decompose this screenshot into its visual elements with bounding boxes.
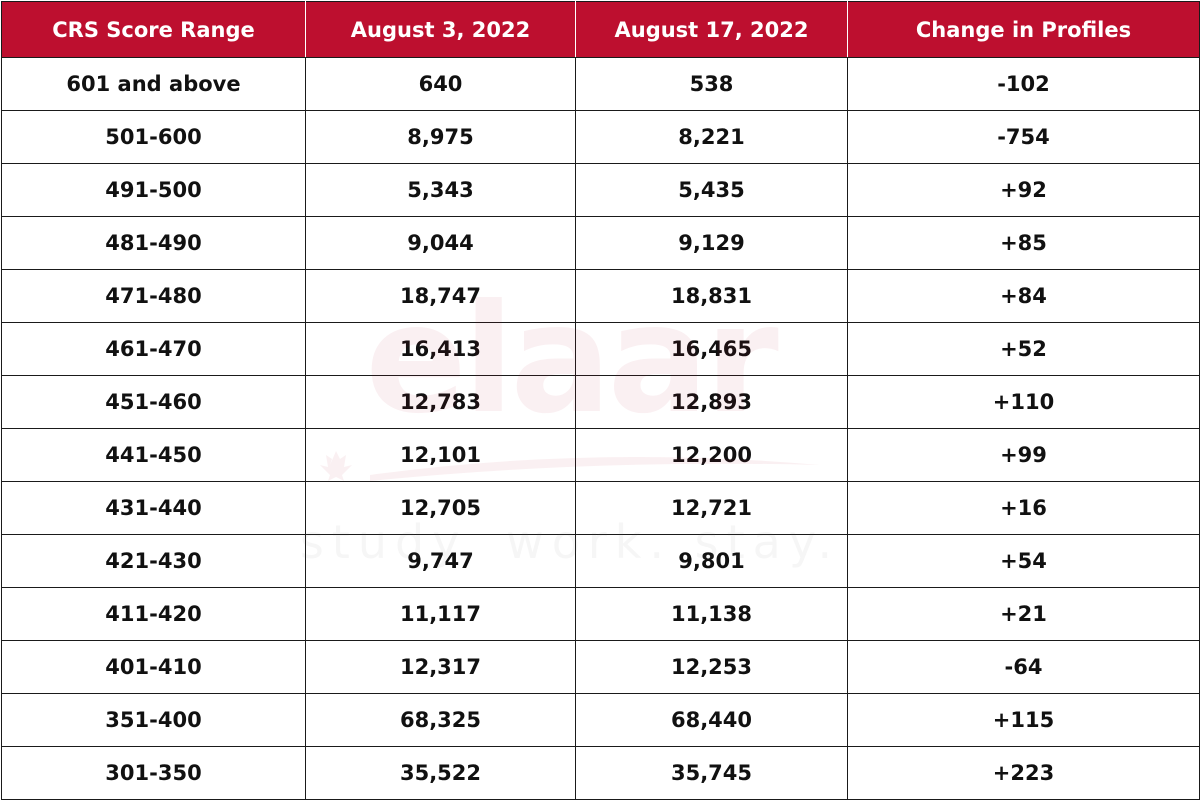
cell-august-17: 35,745 xyxy=(575,746,848,800)
cell-change: +99 xyxy=(847,428,1200,482)
table-row: 301-350 35,522 35,745 +223 xyxy=(1,746,1200,800)
cell-august-17: 12,253 xyxy=(575,640,848,694)
cell-change: -754 xyxy=(847,110,1200,164)
cell-change: +110 xyxy=(847,375,1200,429)
cell-august-3: 640 xyxy=(305,57,576,111)
cell-change: +54 xyxy=(847,534,1200,588)
cell-change: +84 xyxy=(847,269,1200,323)
cell-august-3: 5,343 xyxy=(305,163,576,217)
cell-august-17: 68,440 xyxy=(575,693,848,747)
table-row: 471-480 18,747 18,831 +84 xyxy=(1,269,1200,323)
cell-score-range: 501-600 xyxy=(1,110,306,164)
cell-august-3: 12,101 xyxy=(305,428,576,482)
cell-august-3: 68,325 xyxy=(305,693,576,747)
cell-august-17: 12,893 xyxy=(575,375,848,429)
table-row: 411-420 11,117 11,138 +21 xyxy=(1,587,1200,641)
cell-august-17: 18,831 xyxy=(575,269,848,323)
cell-change: +92 xyxy=(847,163,1200,217)
cell-score-range: 431-440 xyxy=(1,481,306,535)
cell-score-range: 461-470 xyxy=(1,322,306,376)
cell-change: -102 xyxy=(847,57,1200,111)
cell-score-range: 441-450 xyxy=(1,428,306,482)
cell-august-3: 12,705 xyxy=(305,481,576,535)
cell-august-3: 16,413 xyxy=(305,322,576,376)
cell-score-range: 421-430 xyxy=(1,534,306,588)
header-crs-score-range: CRS Score Range xyxy=(1,1,306,58)
cell-august-3: 12,317 xyxy=(305,640,576,694)
cell-score-range: 351-400 xyxy=(1,693,306,747)
cell-score-range: 491-500 xyxy=(1,163,306,217)
header-change-in-profiles: Change in Profiles xyxy=(847,1,1200,58)
cell-score-range: 601 and above xyxy=(1,57,306,111)
header-row: CRS Score Range August 3, 2022 August 17… xyxy=(1,1,1200,58)
table-row: 501-600 8,975 8,221 -754 xyxy=(1,110,1200,164)
cell-august-3: 9,747 xyxy=(305,534,576,588)
cell-score-range: 471-480 xyxy=(1,269,306,323)
table-row: 351-400 68,325 68,440 +115 xyxy=(1,693,1200,747)
table-row: 481-490 9,044 9,129 +85 xyxy=(1,216,1200,270)
table-header: CRS Score Range August 3, 2022 August 17… xyxy=(1,1,1200,58)
cell-august-17: 11,138 xyxy=(575,587,848,641)
cell-score-range: 451-460 xyxy=(1,375,306,429)
table-row: 401-410 12,317 12,253 -64 xyxy=(1,640,1200,694)
cell-august-17: 9,801 xyxy=(575,534,848,588)
cell-score-range: 401-410 xyxy=(1,640,306,694)
table-row: 491-500 5,343 5,435 +92 xyxy=(1,163,1200,217)
cell-score-range: 411-420 xyxy=(1,587,306,641)
table-row: 441-450 12,101 12,200 +99 xyxy=(1,428,1200,482)
table-body: 601 and above 640 538 -102 501-600 8,975… xyxy=(1,57,1200,800)
cell-august-3: 11,117 xyxy=(305,587,576,641)
cell-august-17: 12,200 xyxy=(575,428,848,482)
table-row: 431-440 12,705 12,721 +16 xyxy=(1,481,1200,535)
cell-august-17: 538 xyxy=(575,57,848,111)
cell-august-3: 12,783 xyxy=(305,375,576,429)
header-august-17-2022: August 17, 2022 xyxy=(575,1,848,58)
cell-score-range: 301-350 xyxy=(1,746,306,800)
cell-august-17: 9,129 xyxy=(575,216,848,270)
table-row: 601 and above 640 538 -102 xyxy=(1,57,1200,111)
cell-change: +52 xyxy=(847,322,1200,376)
cell-change: +21 xyxy=(847,587,1200,641)
cell-change: +85 xyxy=(847,216,1200,270)
cell-august-3: 35,522 xyxy=(305,746,576,800)
cell-change: +16 xyxy=(847,481,1200,535)
cell-august-17: 16,465 xyxy=(575,322,848,376)
cell-august-3: 18,747 xyxy=(305,269,576,323)
cell-august-17: 8,221 xyxy=(575,110,848,164)
table-row: 461-470 16,413 16,465 +52 xyxy=(1,322,1200,376)
cell-august-3: 9,044 xyxy=(305,216,576,270)
cell-august-17: 12,721 xyxy=(575,481,848,535)
cell-change: +223 xyxy=(847,746,1200,800)
cell-august-17: 5,435 xyxy=(575,163,848,217)
header-august-3-2022: August 3, 2022 xyxy=(305,1,576,58)
cell-august-3: 8,975 xyxy=(305,110,576,164)
cell-change: -64 xyxy=(847,640,1200,694)
table-row: 451-460 12,783 12,893 +110 xyxy=(1,375,1200,429)
cell-change: +115 xyxy=(847,693,1200,747)
table-row: 421-430 9,747 9,801 +54 xyxy=(1,534,1200,588)
cell-score-range: 481-490 xyxy=(1,216,306,270)
